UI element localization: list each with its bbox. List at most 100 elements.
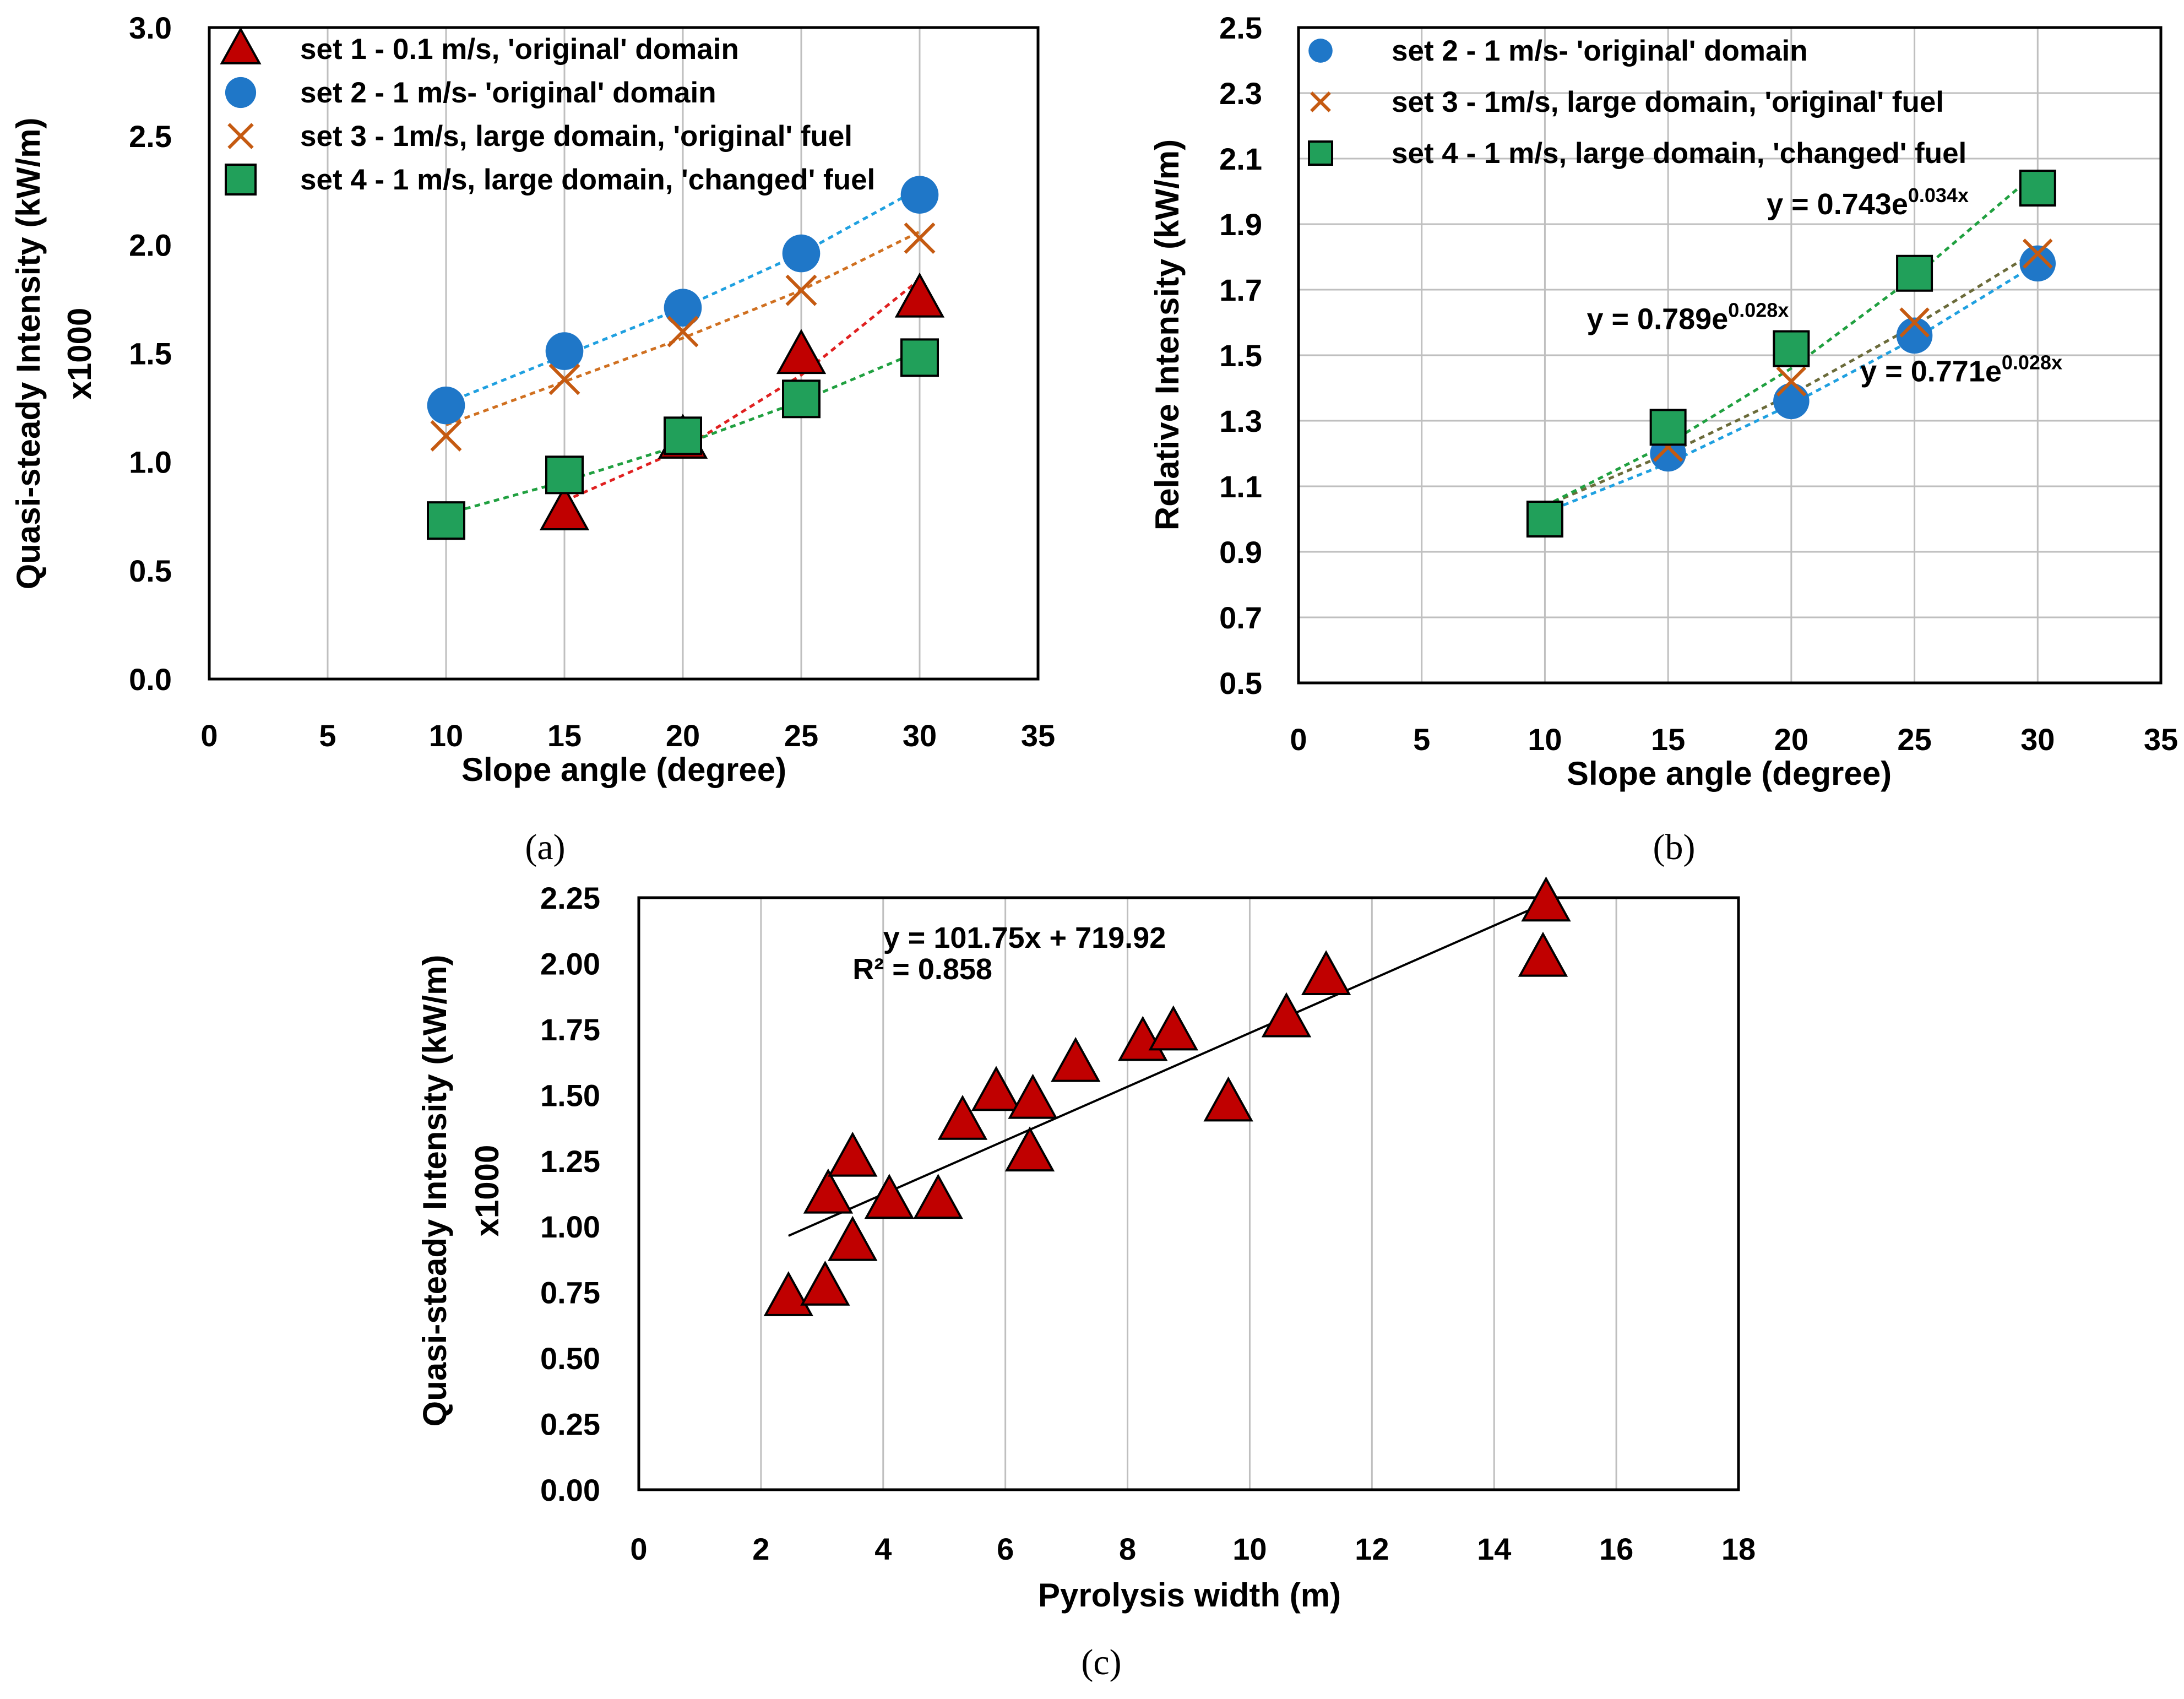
x-axis-label: Slope angle (degree) bbox=[461, 751, 786, 788]
equation-label: y = 101.75x + 719.92 bbox=[883, 921, 1166, 954]
data-point bbox=[904, 222, 936, 254]
trendline bbox=[446, 350, 920, 515]
y-axis-label: Quasi-steady Intensity (kW/m) bbox=[416, 955, 453, 1427]
y-tick-label: 0.0 bbox=[129, 662, 172, 697]
x-tick-label: 18 bbox=[1721, 1532, 1756, 1566]
data-point bbox=[803, 1168, 854, 1214]
data-point bbox=[937, 1094, 988, 1140]
y-tick-label: 2.0 bbox=[129, 227, 172, 262]
y-tick-label: 2.5 bbox=[129, 119, 172, 154]
legend-label: set 2 - 1 m/s- 'original' domain bbox=[300, 77, 716, 109]
x-tick-label: 20 bbox=[666, 718, 700, 753]
x-tick-label: 15 bbox=[1651, 722, 1685, 757]
legend-label: set 1 - 0.1 m/s, 'original' domain bbox=[300, 33, 739, 66]
data-point bbox=[1773, 383, 1810, 420]
data-point bbox=[2019, 245, 2056, 282]
data-point bbox=[1518, 931, 1568, 977]
data-point bbox=[785, 274, 817, 306]
data-point bbox=[667, 316, 699, 348]
x-tick-label: 5 bbox=[319, 718, 336, 753]
data-point bbox=[1776, 366, 1807, 397]
data-point bbox=[664, 289, 702, 327]
legend-marker bbox=[1308, 140, 1333, 166]
legend-label: set 4 - 1 m/s, large domain, 'changed' f… bbox=[1392, 137, 1966, 170]
legend-marker bbox=[225, 164, 257, 196]
x-tick-label: 10 bbox=[1232, 1532, 1267, 1566]
x-tick-label: 5 bbox=[1413, 722, 1430, 757]
y-axis-label: Relative Intensity (kW/m) bbox=[1149, 139, 1186, 530]
data-point bbox=[864, 1174, 915, 1219]
y-tick-label: 1.9 bbox=[1219, 207, 1262, 242]
chart-b: 0 5 10 15 20 25 30 35 0.5 0.7 0.9 1.1 1.3 1.5 1.7 1.9 2.… bbox=[1149, 10, 2178, 867]
data-point bbox=[1896, 317, 1933, 354]
chart-c: 0 2 4 6 8 10 12 14 16 18 0.00 0.25 0.50 0.75 1.00 1.25 1… bbox=[416, 876, 1756, 1682]
y-tick-label: 2.5 bbox=[1219, 10, 1262, 45]
data-point bbox=[427, 386, 465, 425]
y-tick-label: 1.1 bbox=[1219, 469, 1262, 504]
trendline bbox=[1544, 170, 2039, 507]
data-point bbox=[782, 379, 821, 419]
data-point bbox=[971, 1066, 1022, 1111]
y-tick-label: 2.3 bbox=[1219, 76, 1262, 111]
x-tick-label: 0 bbox=[1290, 722, 1307, 757]
x-tick-label: 14 bbox=[1477, 1532, 1511, 1566]
y-tick-label: 0.5 bbox=[1219, 666, 1262, 701]
equation-label: y = 0.771e0.028x bbox=[1860, 351, 2062, 388]
x-tick-label: 0 bbox=[200, 718, 218, 753]
plot-frame bbox=[1297, 26, 2163, 685]
equation-label: y = 0.743e0.034x bbox=[1767, 184, 1969, 221]
panel-caption: (a) bbox=[525, 827, 565, 867]
data-point bbox=[430, 420, 462, 452]
data-point bbox=[1899, 307, 1930, 338]
y-tick-label: 3.0 bbox=[129, 10, 172, 45]
y-tick-label: 1.3 bbox=[1219, 404, 1262, 438]
y-tick-label: 1.25 bbox=[540, 1144, 600, 1179]
x-tick-label: 0 bbox=[630, 1532, 647, 1566]
y-axis-label-multiplier: x1000 bbox=[469, 1145, 506, 1237]
x-tick-label: 8 bbox=[1119, 1532, 1136, 1566]
data-point bbox=[1521, 876, 1571, 922]
legend-label: set 4 - 1 m/s, large domain, 'changed' f… bbox=[300, 164, 875, 196]
legend-label: set 3 - 1m/s, large domain, 'original' f… bbox=[1392, 86, 1944, 118]
x-tick-label: 12 bbox=[1355, 1532, 1389, 1566]
x-tick-label: 4 bbox=[874, 1532, 892, 1566]
x-axis-label: Pyrolysis width (m) bbox=[1038, 1577, 1341, 1614]
y-tick-label: 1.5 bbox=[1219, 338, 1262, 373]
data-point bbox=[1261, 992, 1312, 1038]
legend-label: set 2 - 1 m/s- 'original' domain bbox=[1392, 35, 1808, 67]
data-point bbox=[776, 329, 827, 374]
x-tick-label: 35 bbox=[2144, 722, 2178, 757]
y-tick-label: 0.00 bbox=[540, 1473, 600, 1507]
x-tick-label: 35 bbox=[1021, 718, 1055, 753]
data-point bbox=[1148, 1005, 1198, 1051]
data-point bbox=[664, 416, 702, 455]
data-point bbox=[800, 1260, 850, 1306]
equation-label: R² = 0.858 bbox=[852, 953, 992, 986]
y-tick-label: 0.50 bbox=[540, 1341, 600, 1376]
data-point bbox=[1896, 254, 1933, 292]
legend-label: set 3 - 1m/s, large domain, 'original' f… bbox=[300, 120, 852, 153]
data-point bbox=[2019, 170, 2056, 207]
x-axis-label: Slope angle (degree) bbox=[1567, 755, 1892, 792]
data-point bbox=[894, 272, 945, 318]
y-tick-label: 1.0 bbox=[129, 445, 172, 480]
data-point bbox=[1301, 950, 1351, 996]
y-tick-label: 2.1 bbox=[1219, 142, 1262, 176]
data-point bbox=[828, 1215, 878, 1261]
data-point bbox=[1649, 409, 1687, 446]
y-tick-label: 1.5 bbox=[129, 336, 172, 371]
plot-frame bbox=[637, 896, 1740, 1491]
legend-marker bbox=[1308, 39, 1333, 63]
y-tick-label: 1.50 bbox=[540, 1078, 600, 1112]
data-point bbox=[427, 501, 465, 540]
x-tick-label: 6 bbox=[997, 1532, 1014, 1566]
data-point bbox=[913, 1174, 963, 1219]
data-point bbox=[545, 455, 584, 495]
x-tick-label: 10 bbox=[1528, 722, 1562, 757]
data-point bbox=[763, 1271, 814, 1316]
data-point bbox=[548, 363, 580, 395]
x-tick-label: 30 bbox=[2020, 722, 2055, 757]
y-tick-label: 2.00 bbox=[540, 946, 600, 981]
y-tick-label: 1.00 bbox=[540, 1209, 600, 1244]
trendline bbox=[446, 187, 921, 405]
